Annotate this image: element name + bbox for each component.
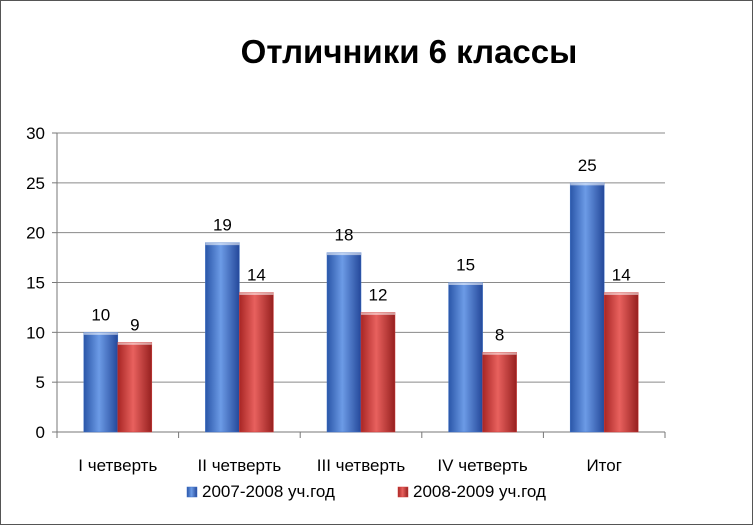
- data-label: 18: [335, 226, 354, 245]
- bar-highlight: [361, 312, 395, 315]
- bar-highlight: [448, 282, 483, 285]
- bar-series-1: [83, 332, 119, 433]
- y-tick-label: 30: [26, 124, 45, 143]
- legend-label: 2008-2009 уч.год: [413, 482, 546, 501]
- bar-series-1: [326, 252, 362, 433]
- y-tick-label: 20: [26, 224, 45, 243]
- data-label: 12: [369, 285, 388, 304]
- data-label: 14: [247, 265, 266, 284]
- x-tick-label: I четверть: [78, 456, 157, 475]
- bar-series-2: [482, 352, 517, 433]
- bar-highlight: [83, 332, 118, 335]
- bar-series-1: [205, 242, 240, 433]
- bar-highlight: [570, 182, 605, 186]
- legend-label: 2007-2008 уч.год: [202, 482, 335, 501]
- bar-series-2: [239, 292, 274, 433]
- y-tick-label: 25: [26, 174, 45, 193]
- legend-swatch: [186, 486, 198, 498]
- x-tick-label: II четверть: [198, 456, 282, 475]
- y-tick-label: 5: [36, 373, 45, 392]
- data-label: 10: [91, 305, 110, 324]
- legend-swatch: [397, 486, 409, 498]
- axes: 0 5 10 15 20 25 30 I четверть II четверть III чет…: [26, 124, 666, 475]
- x-tick-label: Итог: [586, 456, 621, 475]
- bar-highlight: [604, 292, 639, 295]
- bar-highlight: [205, 242, 240, 246]
- bar-highlight: [482, 352, 517, 355]
- bars: [83, 182, 639, 433]
- data-label: 14: [612, 265, 631, 284]
- chart-title: Отличники 6 классы: [241, 33, 578, 70]
- bar-highlight: [117, 342, 152, 345]
- x-tick-label: III четверть: [317, 456, 406, 475]
- bar-series-2: [117, 342, 153, 433]
- bar-series-1: [448, 282, 483, 433]
- data-label: 15: [456, 256, 475, 275]
- y-tick-label: 0: [36, 423, 45, 442]
- legend: 2007-2008 уч.год 2008-2009 уч.год: [186, 482, 546, 501]
- x-tick-label: IV четверть: [437, 456, 527, 475]
- y-tick-label: 10: [26, 323, 45, 342]
- bar-highlight: [327, 252, 361, 256]
- y-tick-label: 15: [26, 274, 45, 293]
- data-label: 25: [578, 156, 597, 175]
- data-label: 19: [213, 216, 232, 235]
- bar-series-2: [360, 312, 396, 433]
- data-label: 8: [495, 325, 504, 344]
- bar-series-2: [603, 292, 639, 433]
- data-labels: 10 9 19 14 18 12 15 8 25 14: [91, 156, 630, 344]
- data-label: 9: [130, 315, 139, 334]
- bar-highlight: [239, 292, 274, 295]
- bar-series-1: [569, 182, 605, 433]
